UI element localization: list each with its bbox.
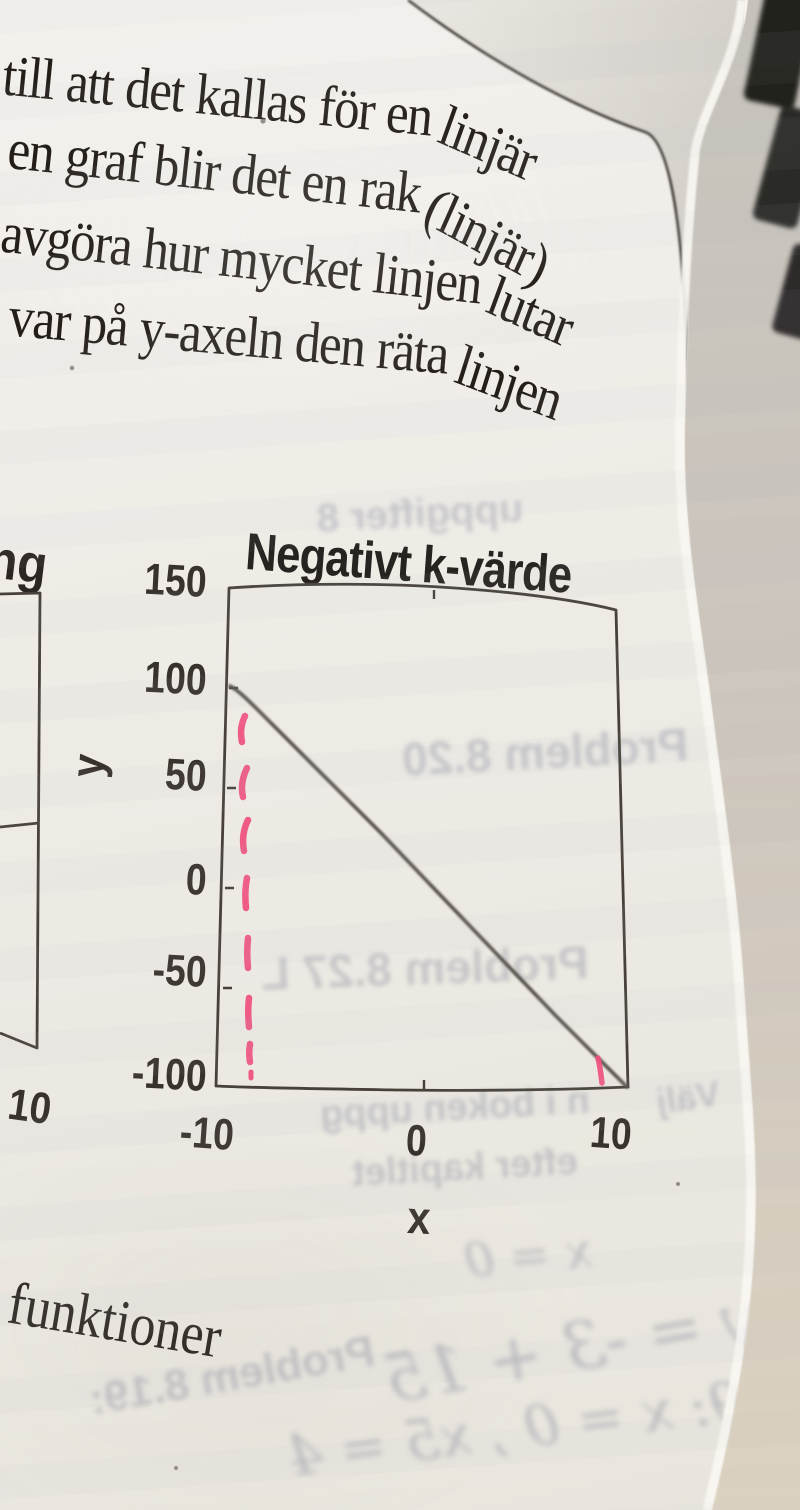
chart-frame bbox=[214, 582, 630, 1092]
bleedthrough-handwriting: x = 0 bbox=[461, 1222, 595, 1290]
left-figure-title-fragment: ng bbox=[0, 528, 51, 596]
pink-dash-bottom-right bbox=[595, 1055, 605, 1086]
left-figure-frame bbox=[0, 591, 42, 1050]
chart-title: Negativt k-värde bbox=[243, 522, 574, 605]
bottom-heading-fragment: funktioner bbox=[3, 1269, 227, 1371]
y-axis-label: y bbox=[60, 751, 115, 780]
left-figure-x-tick-label: 10 bbox=[4, 1079, 55, 1135]
y-tick-0: 0 bbox=[184, 854, 208, 905]
y-tick-50: 50 bbox=[163, 749, 208, 801]
x-tick-0: 0 bbox=[404, 1115, 429, 1166]
y-tick-150: 150 bbox=[143, 554, 208, 607]
x-axis-label: x bbox=[406, 1190, 432, 1245]
bleedthrough-text: Välj bbox=[653, 1072, 723, 1123]
y-tick-neg50: -50 bbox=[151, 945, 208, 997]
paragraph-line-4-tail: linjen bbox=[448, 332, 570, 433]
axis-ticks bbox=[223, 590, 436, 1089]
x-tick-10: 10 bbox=[588, 1107, 634, 1160]
bleedthrough-text: Problem 8.27 L bbox=[260, 936, 590, 1000]
x-tick-neg10: -10 bbox=[178, 1107, 236, 1161]
y-tick-neg100: -100 bbox=[130, 1048, 208, 1101]
bleedthrough-text: Problem 8.20 bbox=[400, 718, 690, 786]
background-bars bbox=[743, 0, 800, 341]
y-tick-100: 100 bbox=[143, 652, 208, 705]
pink-dashed-marker bbox=[237, 712, 254, 1081]
